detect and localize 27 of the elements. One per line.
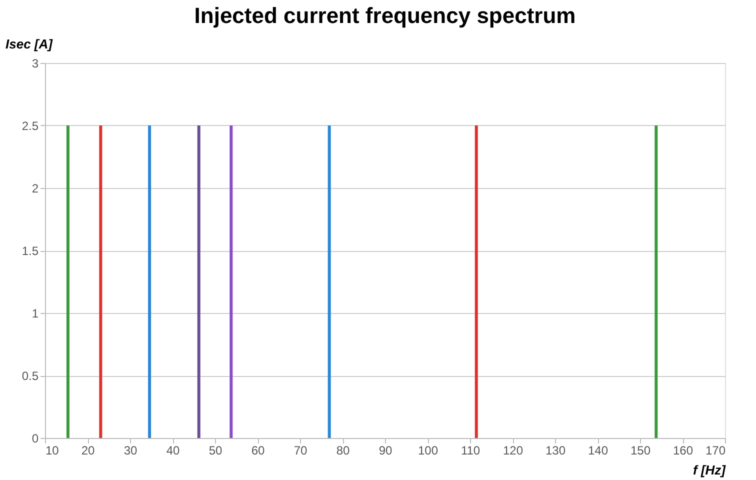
y-tick-label: 0 xyxy=(32,432,39,446)
x-tick-label: 40 xyxy=(166,444,180,458)
x-tick-label: 80 xyxy=(336,444,350,458)
y-tick-label: 2.5 xyxy=(22,119,39,133)
y-tick-label: 3 xyxy=(32,56,39,70)
x-tick-label: 10 xyxy=(46,444,60,458)
x-tick-label: 90 xyxy=(378,444,392,458)
y-axis-title: Isec [A] xyxy=(6,36,54,52)
x-tick-label: 30 xyxy=(124,444,138,458)
chart-title: Injected current frequency spectrum xyxy=(194,3,576,28)
x-tick-label: 140 xyxy=(588,444,608,458)
x-tick-label: 130 xyxy=(545,444,566,458)
x-tick-label: 70 xyxy=(294,444,308,458)
x-tick-label: 120 xyxy=(502,444,524,458)
x-tick-label: 50 xyxy=(208,444,222,458)
x-tick-label: 160 xyxy=(672,444,694,458)
y-tick-label: 1 xyxy=(32,306,39,320)
x-tick-label: 20 xyxy=(81,444,95,458)
x-tick-label: 60 xyxy=(251,444,265,458)
y-tick-label: 1.5 xyxy=(22,244,39,258)
x-tick-label: 100 xyxy=(418,444,438,458)
y-tick-label: 2 xyxy=(32,182,39,196)
x-tick-label: 170 xyxy=(705,444,726,458)
x-tick-label: 110 xyxy=(460,444,480,458)
y-tick-label: 0.5 xyxy=(22,369,39,383)
x-tick-label: 150 xyxy=(630,444,651,458)
x-axis-title: f [Hz] xyxy=(693,462,726,478)
